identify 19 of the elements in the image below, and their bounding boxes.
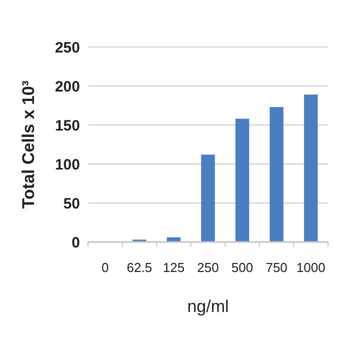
y-tick-label: 50 xyxy=(63,195,80,212)
y-tick-label: 100 xyxy=(54,156,80,174)
x-tick-label: 1000 xyxy=(296,260,326,275)
x-tick-label: 250 xyxy=(197,260,219,275)
x-tick-label: 125 xyxy=(162,260,185,275)
x-tick-label: 0 xyxy=(102,260,109,275)
x-axis-title: ng/ml xyxy=(187,297,229,316)
y-tick-label: 250 xyxy=(54,39,80,56)
bar xyxy=(270,107,284,242)
x-tick-label: 500 xyxy=(231,260,254,275)
y-axis-title: Total Cells x 10³ xyxy=(19,80,38,209)
bar xyxy=(201,154,215,242)
y-tick-label: 200 xyxy=(54,78,80,96)
y-tick-label: 150 xyxy=(54,117,80,134)
x-tick-label: 62.5 xyxy=(126,260,152,275)
bar xyxy=(304,94,318,242)
bar xyxy=(235,118,250,242)
x-tick-label: 750 xyxy=(266,260,288,275)
y-tick-label: 0 xyxy=(72,234,80,252)
